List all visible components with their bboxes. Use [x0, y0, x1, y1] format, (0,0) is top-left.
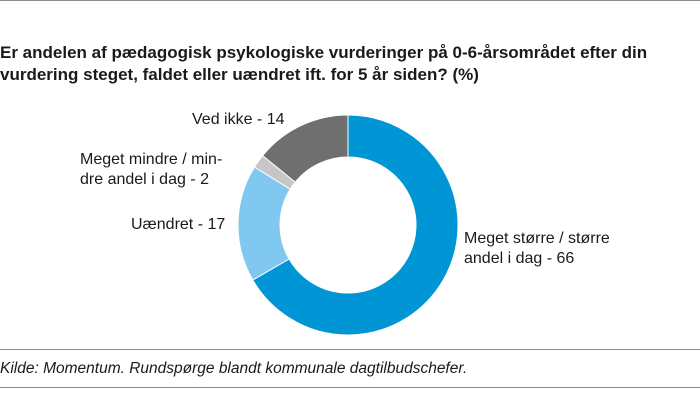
- slice-label-ved-ikke: Ved ikke - 14: [192, 110, 285, 130]
- slice-label-meget-stoerre-line-2: andel i dag - 66: [464, 250, 575, 267]
- slice-label-meget-stoerre: Meget større / større andel i dag - 66: [464, 229, 610, 269]
- source-rule: [0, 349, 700, 350]
- top-rule: [0, 0, 700, 1]
- slice-label-meget-mindre: Meget mindre / min- dre andel i dag - 2: [80, 150, 222, 190]
- donut-slice-3: [261, 114, 349, 183]
- slice-label-meget-stoerre-line-1: Meget større / større: [464, 230, 610, 247]
- slice-label-uaendret-line-1: Uændret - 17: [131, 216, 226, 233]
- donut-slices: [237, 114, 459, 336]
- slice-label-meget-mindre-line-2: dre andel i dag - 2: [80, 171, 209, 188]
- bottom-rule: [0, 387, 700, 388]
- slice-label-ved-ikke-line-1: Ved ikke - 14: [192, 111, 285, 128]
- chart-source: Kilde: Momentum. Rundspørge blandt kommu…: [0, 360, 468, 377]
- slice-label-meget-mindre-line-1: Meget mindre / min-: [80, 151, 223, 168]
- chart-title: Er andelen af pædagogisk psykologiske vu…: [0, 42, 690, 86]
- chart-title-line-2: vurdering steget, faldet eller uændret i…: [0, 65, 479, 84]
- chart-title-line-1: Er andelen af pædagogisk psykologiske vu…: [0, 43, 648, 62]
- donut-slice-0: [252, 114, 459, 336]
- slice-label-uaendret: Uændret - 17: [131, 215, 225, 235]
